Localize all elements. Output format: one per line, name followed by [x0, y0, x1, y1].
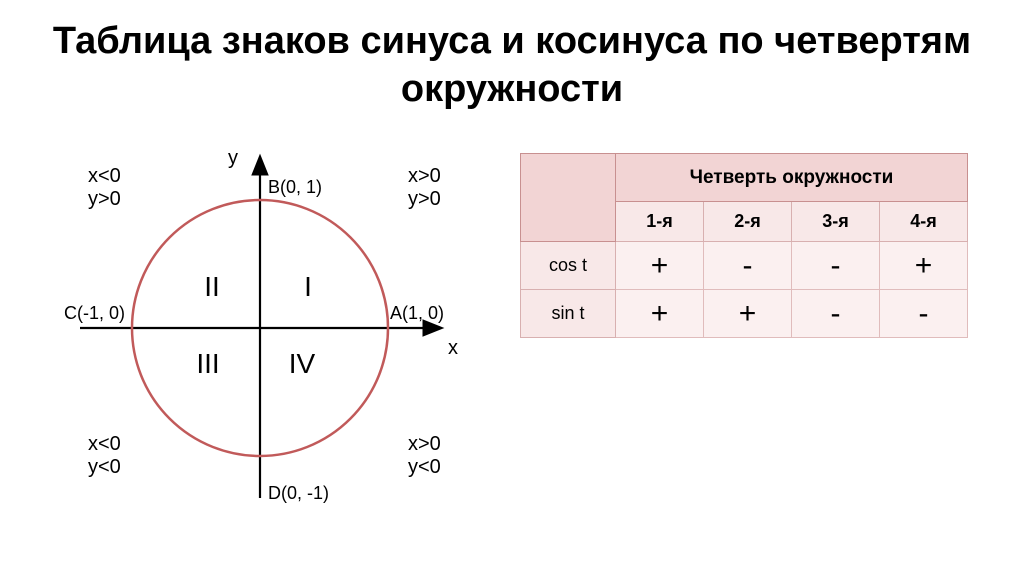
col-q2: 2-я	[704, 202, 792, 242]
table-row-sin: sin t + + - -	[521, 290, 968, 338]
point-c-label: C(-1, 0)	[64, 303, 125, 324]
content-area: x y B(0, 1) A(1, 0) C(-1, 0) D(0, -1) I …	[0, 123, 1024, 543]
row-label-sin: sin t	[521, 290, 616, 338]
sin-q2: +	[704, 290, 792, 338]
col-q1: 1-я	[616, 202, 704, 242]
cos-q3: -	[792, 242, 880, 290]
col-q3: 3-я	[792, 202, 880, 242]
cond-q1: x>0 y>0	[408, 165, 441, 211]
table-header-title: Четверть окружности	[616, 154, 968, 202]
cond-q3: x<0 y<0	[88, 433, 121, 479]
page-title: Таблица знаков синуса и косинуса по четв…	[0, 0, 1024, 123]
signs-table: Четверть окружности 1-я 2-я 3-я 4-я cos …	[520, 153, 968, 338]
cos-q1: +	[616, 242, 704, 290]
row-label-cos: cos t	[521, 242, 616, 290]
cond-q2: x<0 y>0	[88, 165, 121, 211]
quadrant-2-label: II	[182, 271, 242, 303]
sin-q4: -	[880, 290, 968, 338]
col-q4: 4-я	[880, 202, 968, 242]
table-row-cos: cos t + - - +	[521, 242, 968, 290]
signs-table-wrap: Четверть окружности 1-я 2-я 3-я 4-я cos …	[500, 123, 968, 338]
sin-q3: -	[792, 290, 880, 338]
axis-x-label: x	[448, 337, 458, 360]
cos-q4: +	[880, 242, 968, 290]
quadrant-3-label: III	[178, 348, 238, 380]
point-a-label: A(1, 0)	[390, 303, 444, 324]
table-corner-empty	[521, 154, 616, 242]
cos-q2: -	[704, 242, 792, 290]
quadrant-1-label: I	[278, 271, 338, 303]
sin-q1: +	[616, 290, 704, 338]
axis-y-label: y	[228, 147, 238, 170]
unit-circle-diagram: x y B(0, 1) A(1, 0) C(-1, 0) D(0, -1) I …	[20, 123, 500, 543]
quadrant-4-label: IV	[272, 348, 332, 380]
point-d-label: D(0, -1)	[268, 483, 329, 504]
point-b-label: B(0, 1)	[268, 177, 322, 198]
cond-q4: x>0 y<0	[408, 433, 441, 479]
